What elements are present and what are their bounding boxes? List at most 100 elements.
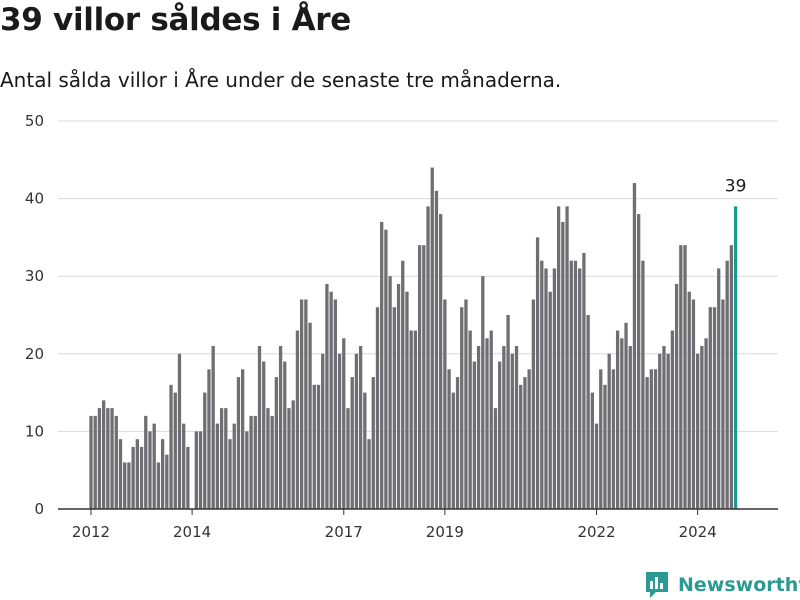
bar <box>472 361 477 509</box>
bar <box>110 408 114 509</box>
bar <box>165 454 169 509</box>
bar <box>300 299 304 509</box>
bar <box>371 377 375 509</box>
bar <box>653 369 658 509</box>
bar <box>674 283 679 509</box>
bar <box>375 307 380 509</box>
x-tick-label: 2014 <box>173 523 211 541</box>
x-tick-label: 2022 <box>577 523 615 541</box>
bar <box>89 415 93 509</box>
bar <box>295 330 300 509</box>
bar <box>624 322 628 509</box>
bar <box>468 330 472 509</box>
bar-highlight <box>733 206 738 510</box>
bar <box>384 229 388 509</box>
bar <box>198 431 203 509</box>
bar <box>169 384 173 509</box>
bar <box>641 260 645 509</box>
x-tick-label: 2017 <box>325 523 363 541</box>
bar <box>329 291 333 509</box>
bar <box>135 439 139 509</box>
bar <box>658 353 662 509</box>
bar <box>455 377 460 509</box>
bar <box>637 214 641 509</box>
bar <box>388 276 392 509</box>
tick-labels: 0 10 20 30 40 50 2012 2014 2017 2019 2022 2024 39 <box>25 112 746 541</box>
bar <box>215 423 220 509</box>
data-label-latest: 39 <box>725 176 747 196</box>
bars <box>89 167 738 510</box>
bar <box>304 299 308 509</box>
bar <box>451 392 455 509</box>
bar <box>186 446 190 509</box>
bar <box>696 353 700 509</box>
bar <box>519 384 523 509</box>
bar <box>531 299 535 509</box>
bar <box>594 423 599 509</box>
bar <box>350 377 354 509</box>
bar <box>219 408 224 509</box>
bar <box>590 392 594 509</box>
bar <box>729 245 734 509</box>
bar <box>426 206 430 510</box>
x-tick-label: 2012 <box>72 523 110 541</box>
bar <box>645 377 649 509</box>
bar <box>257 346 262 509</box>
bar <box>160 439 165 509</box>
bar <box>607 353 611 509</box>
bar <box>712 307 717 509</box>
bar <box>123 462 127 509</box>
bar <box>510 353 514 509</box>
bar <box>615 330 620 509</box>
bar <box>224 408 228 509</box>
bar <box>177 353 182 509</box>
bar <box>97 408 102 509</box>
bar <box>548 291 552 509</box>
bar <box>561 221 565 509</box>
bar <box>321 353 325 509</box>
bar <box>203 392 207 509</box>
bar <box>527 369 531 509</box>
bar <box>144 415 148 509</box>
bar <box>262 361 266 509</box>
bar <box>662 346 666 509</box>
bar <box>346 408 350 509</box>
bar <box>460 307 464 509</box>
bar <box>274 377 279 509</box>
bar <box>540 260 544 509</box>
y-tick-label: 50 <box>25 112 44 130</box>
bar <box>430 167 434 509</box>
bar <box>232 423 236 509</box>
bar <box>106 408 110 509</box>
brand-name: Newsworthy <box>678 574 800 596</box>
bar <box>228 439 232 509</box>
bar <box>725 260 729 509</box>
bar <box>683 245 687 509</box>
bar <box>354 353 359 509</box>
bar <box>464 299 468 509</box>
bar <box>367 439 371 509</box>
bar <box>611 369 616 509</box>
bar <box>363 392 367 509</box>
bar <box>409 330 413 509</box>
x-tick-label: 2019 <box>426 523 464 541</box>
bar <box>312 384 316 509</box>
bar <box>552 268 557 509</box>
bar <box>325 283 329 509</box>
bar <box>333 299 337 509</box>
bar <box>392 307 396 509</box>
bar <box>586 315 590 509</box>
bar <box>131 446 135 509</box>
bar <box>316 384 321 509</box>
bar <box>380 221 384 509</box>
y-tick-label: 0 <box>34 500 44 518</box>
bar <box>417 245 422 509</box>
bar <box>666 353 670 509</box>
bar <box>114 415 118 509</box>
bar <box>481 276 485 509</box>
bar <box>717 268 721 509</box>
bar <box>173 392 177 509</box>
bar <box>291 400 295 509</box>
y-tick-label: 10 <box>25 422 44 440</box>
